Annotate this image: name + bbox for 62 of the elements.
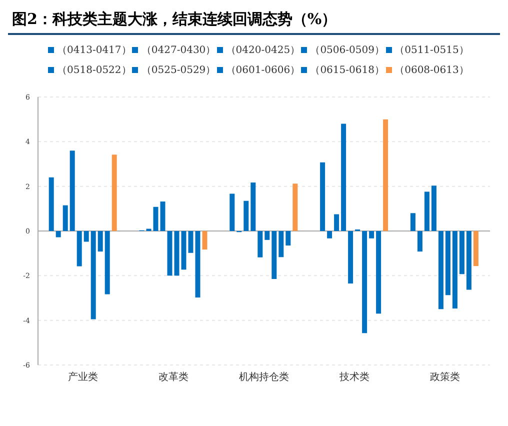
bar [445, 231, 450, 296]
legend-label: （0413-0417） [57, 44, 132, 57]
bar [174, 231, 180, 276]
legend-label: （0511-0515） [394, 44, 469, 57]
x-tick-label: 技术类 [338, 371, 370, 384]
legend-label: （0518-0522） [57, 64, 132, 77]
bar [369, 231, 374, 238]
bar [431, 186, 436, 231]
bar [202, 231, 208, 250]
bar [383, 119, 388, 231]
legend-label: （0420-0425） [226, 44, 300, 57]
bar [250, 182, 256, 231]
bar [327, 231, 332, 238]
bar [286, 231, 291, 246]
bar [56, 231, 61, 238]
bar [90, 231, 96, 320]
bar [452, 231, 458, 308]
bar [424, 192, 430, 231]
bar [292, 184, 298, 231]
bar [84, 231, 89, 242]
bar [417, 231, 422, 252]
bar [272, 231, 277, 280]
legend-label: （0427-0430） [141, 44, 216, 57]
legend-label: （0506-0509） [310, 44, 384, 57]
bar [76, 231, 82, 266]
bar [459, 231, 464, 274]
bar [264, 231, 270, 240]
bar [181, 231, 186, 270]
bar [153, 206, 158, 231]
bar [334, 214, 340, 231]
bar [70, 150, 75, 231]
x-tick-label: 改革类 [158, 371, 189, 384]
bar [362, 231, 368, 334]
bar [98, 231, 103, 252]
bar [188, 231, 194, 253]
bar [348, 231, 354, 284]
bar [167, 231, 172, 276]
bar [104, 231, 110, 294]
legend-label: （0601-0606） [226, 64, 300, 77]
x-tick-label: 产业类 [68, 371, 98, 384]
bar [466, 231, 472, 290]
bar [473, 231, 478, 266]
bar [230, 194, 235, 231]
bar [244, 200, 249, 231]
bar [410, 213, 416, 231]
bar [48, 177, 54, 231]
legend-label: （0608-0613） [394, 64, 469, 77]
bar [438, 231, 444, 310]
bar [62, 205, 68, 231]
bar [278, 231, 284, 258]
bar [341, 124, 346, 231]
bar [195, 231, 200, 298]
bar [320, 162, 326, 231]
x-tick-label: 政策类 [430, 371, 460, 384]
chart-title: 图2：科技类主题大涨，结束连续回调态势（%） [8, 8, 500, 35]
bar [258, 231, 263, 258]
bar [160, 202, 166, 231]
legend-label: （0525-0529） [141, 64, 216, 77]
bar [112, 154, 117, 231]
legend-label: （0615-0618） [310, 64, 384, 77]
bar [376, 231, 382, 314]
x-tick-label: 机构持仓类 [239, 371, 289, 384]
